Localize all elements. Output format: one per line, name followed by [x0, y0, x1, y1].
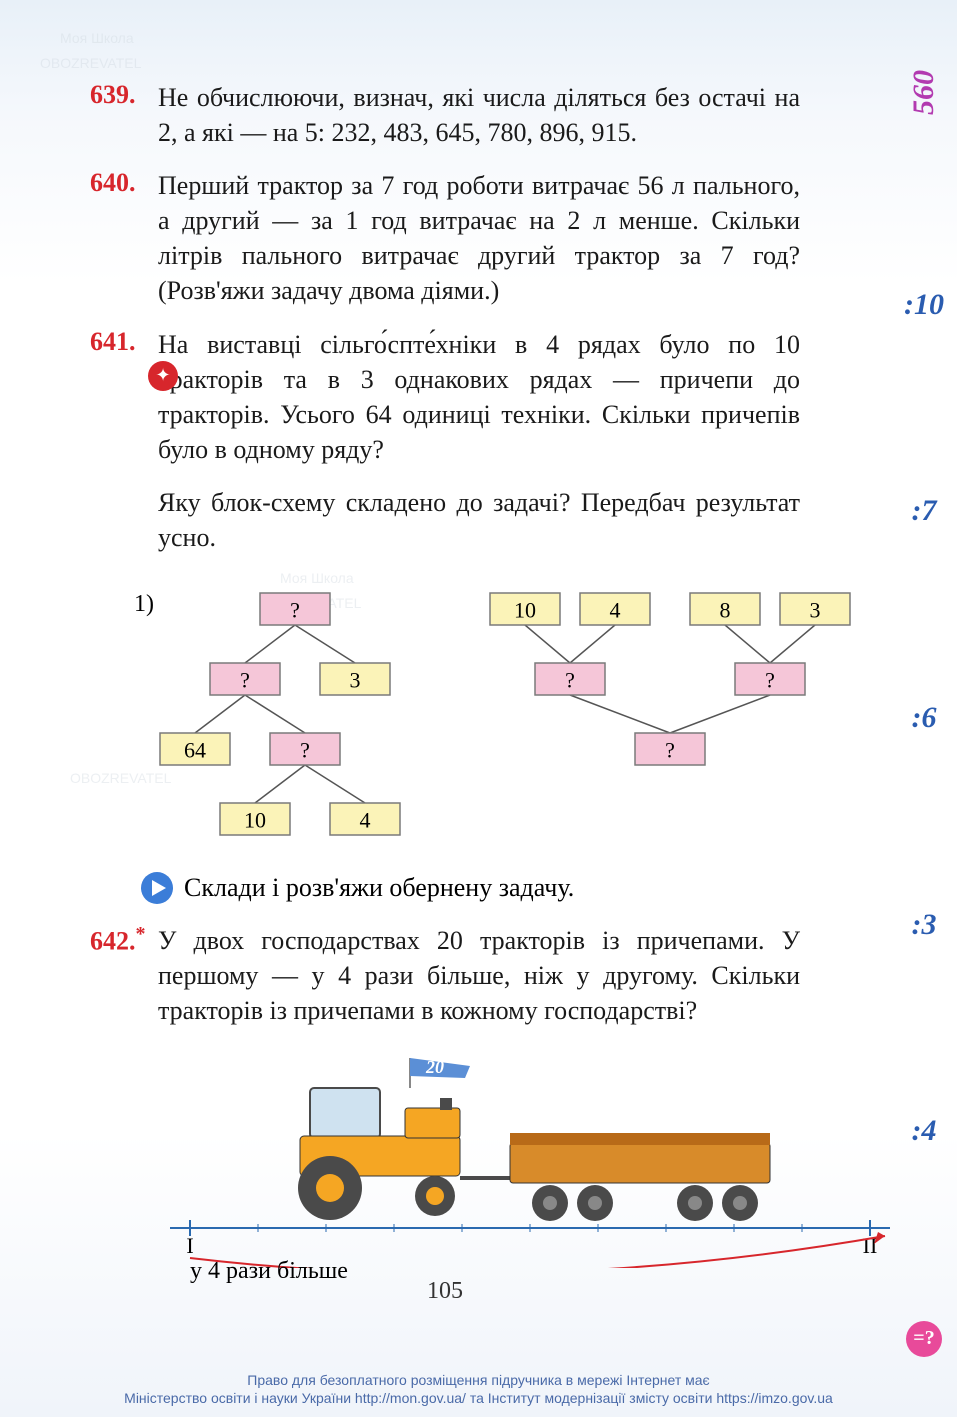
- exercise-642: 642. У двох господарствах 20 тракторів і…: [90, 923, 800, 1028]
- rail-item: :3: [912, 908, 937, 942]
- exercise-text: Перший трактор за 7 год роботи витрачає …: [158, 168, 800, 308]
- svg-text:3: 3: [810, 598, 821, 623]
- exercise-641: 641. На виставці сільго́спте́хніки в 4 р…: [90, 327, 800, 467]
- footer-line: Право для безоплатного розміщення підруч…: [0, 1371, 957, 1389]
- svg-text:4: 4: [360, 808, 371, 833]
- svg-text:3: 3: [350, 668, 361, 693]
- diagram-label: 1): [134, 591, 154, 617]
- exercise-text: У двох господарствах 20 тракторів із при…: [158, 923, 800, 1028]
- exercise-number: 641.: [90, 327, 158, 357]
- svg-text:?: ?: [565, 668, 575, 693]
- svg-text:8: 8: [720, 598, 731, 623]
- svg-text:?: ?: [665, 738, 675, 763]
- svg-text:?: ?: [765, 668, 775, 693]
- exercise-639: 639. Не обчислюючи, визнач, які числа ді…: [90, 80, 800, 150]
- exercise-640: 640. Перший трактор за 7 год роботи витр…: [90, 168, 800, 308]
- segment-label-i: I: [186, 1233, 193, 1258]
- puzzle-icon: ✦: [148, 361, 178, 391]
- svg-text:?: ?: [290, 598, 300, 623]
- svg-text:10: 10: [244, 808, 266, 833]
- rail-equals-icon: =?: [906, 1321, 942, 1357]
- exercise-number: 639.: [90, 80, 158, 110]
- tractor-illustration: 20: [150, 1048, 800, 1268]
- footer-line: Міністерство освіти і науки України http…: [0, 1389, 957, 1407]
- side-rail: 560 :10 :7 :6 :3 :4 =?: [899, 70, 949, 1357]
- footer: Право для безоплатного розміщення підруч…: [0, 1371, 957, 1407]
- svg-text:?: ?: [240, 668, 250, 693]
- exercise-subtext: Яку блок-схему складено до задачі? Перед…: [158, 485, 800, 555]
- diagram-1: 1) ?? 3 64? 10 4: [130, 573, 430, 853]
- diagram-2: 2) 10483???: [470, 573, 870, 853]
- tractor-caption: у 4 рази більше: [190, 1258, 348, 1285]
- instruction-row: Склади і розв'яжи обернену задачу.: [140, 871, 800, 905]
- rail-item: :7: [912, 494, 937, 528]
- exercise-number: 640.: [90, 168, 158, 198]
- exercise-text: Не обчислюючи, визнач, які числа ділятьс…: [158, 80, 800, 150]
- flag-value: 20: [425, 1057, 444, 1077]
- rail-item: :4: [912, 1114, 937, 1148]
- exercise-number: 642.: [90, 923, 158, 957]
- rail-item: :6: [912, 701, 937, 735]
- svg-text:64: 64: [184, 738, 206, 763]
- exercise-text: На виставці сільго́спте́хніки в 4 рядах …: [158, 327, 800, 467]
- instruction-text: Склади і розв'яжи обернену задачу.: [184, 873, 574, 903]
- block-diagrams: 1) ??364?104 2) 10483???: [130, 573, 800, 853]
- svg-text:4: 4: [610, 598, 621, 623]
- page-content: 639. Не обчислюючи, визнач, які числа ді…: [0, 0, 870, 1345]
- play-icon: [140, 871, 174, 905]
- rail-item: :10: [904, 288, 944, 322]
- svg-text:10: 10: [514, 598, 536, 623]
- rail-top-value: 560: [907, 70, 941, 115]
- svg-text:?: ?: [300, 738, 310, 763]
